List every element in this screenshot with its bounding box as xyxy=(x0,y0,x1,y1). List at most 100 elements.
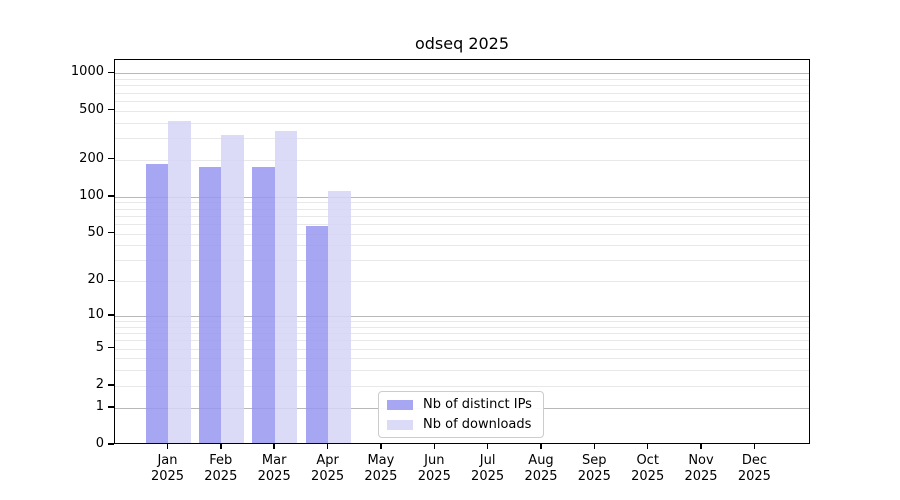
x-tick-label: Jan 2025 xyxy=(136,453,200,485)
minor-gridline xyxy=(115,202,809,204)
legend: Nb of distinct IPs Nb of downloads xyxy=(378,391,544,438)
x-tick-label: Nov 2025 xyxy=(669,453,733,485)
y-tick-label: 500 xyxy=(79,101,104,117)
minor-gridline xyxy=(115,85,809,87)
minor-gridline xyxy=(115,245,809,247)
minor-gridline xyxy=(115,385,809,387)
y-tick-mark xyxy=(107,108,114,111)
bar-nb-of-distinct-ips-feb xyxy=(198,167,222,443)
month-label: Aug xyxy=(528,453,554,468)
bar-nb-of-distinct-ips-apr xyxy=(305,225,329,443)
year-label: 2025 xyxy=(417,469,451,484)
y-tick-label: 20 xyxy=(87,272,104,288)
month-label: Feb xyxy=(209,453,233,468)
year-label: 2025 xyxy=(524,469,558,484)
month-label: May xyxy=(367,453,395,468)
y-tick-mark xyxy=(107,279,114,281)
month-label: Jul xyxy=(479,453,496,468)
minor-gridline xyxy=(115,110,809,112)
year-label: 2025 xyxy=(631,469,665,484)
y-tick-label: 0 xyxy=(95,436,104,451)
x-tick-label: Aug 2025 xyxy=(509,453,573,485)
y-tick-label: 2 xyxy=(95,376,104,392)
x-tick-label: Apr 2025 xyxy=(296,453,360,485)
x-tick-label: Feb 2025 xyxy=(189,453,253,485)
minor-gridline xyxy=(115,100,809,102)
year-label: 2025 xyxy=(364,469,398,484)
minor-gridline xyxy=(115,79,809,80)
month-label: Jan xyxy=(157,453,178,468)
minor-gridline xyxy=(115,215,809,217)
y-tick-label: 100 xyxy=(79,187,104,203)
minor-gridline xyxy=(115,223,809,225)
major-gridline xyxy=(115,196,809,198)
year-label: 2025 xyxy=(257,469,291,484)
year-label: 2025 xyxy=(150,469,185,484)
year-label: 2025 xyxy=(577,469,611,484)
y-tick-mark xyxy=(107,195,114,197)
minor-gridline xyxy=(115,281,809,283)
y-tick-label: 200 xyxy=(79,150,104,166)
x-tick-label: Oct 2025 xyxy=(616,453,680,485)
y-tick-mark xyxy=(107,384,114,386)
bar-nb-of-distinct-ips-jan xyxy=(145,164,168,443)
legend-label-distinct-ips: Nb of distinct IPs xyxy=(423,397,532,412)
month-label: Apr xyxy=(316,453,339,468)
minor-gridline xyxy=(115,92,809,94)
y-tick-label: 50 xyxy=(87,224,104,240)
minor-gridline xyxy=(115,358,809,360)
minor-gridline xyxy=(115,159,809,161)
year-label: 2025 xyxy=(471,469,505,484)
year-label: 2025 xyxy=(737,469,771,484)
x-tick-label: Sep 2025 xyxy=(562,453,626,485)
y-tick-mark xyxy=(107,314,114,316)
y-tick-label: 5 xyxy=(95,339,104,355)
legend-item-downloads: Nb of downloads xyxy=(387,416,543,433)
x-tick-mark xyxy=(540,444,542,449)
x-tick-mark xyxy=(273,444,275,449)
minor-gridline xyxy=(115,348,809,350)
x-tick-mark xyxy=(593,444,595,449)
y-tick-mark xyxy=(107,443,114,445)
major-gridline xyxy=(115,73,809,75)
year-label: 2025 xyxy=(311,469,345,484)
x-tick-mark xyxy=(380,444,382,449)
month-label: Mar xyxy=(261,453,287,468)
minor-gridline xyxy=(115,233,809,235)
y-tick-label: 10 xyxy=(87,307,104,322)
y-tick-mark xyxy=(107,71,114,74)
x-tick-mark xyxy=(433,444,435,449)
x-tick-label: Mar 2025 xyxy=(242,453,306,485)
downloads-swatch-icon xyxy=(387,419,413,430)
month-label: Nov xyxy=(688,453,714,468)
minor-gridline xyxy=(115,138,809,139)
month-label: Sep xyxy=(582,453,607,468)
x-tick-mark xyxy=(486,444,489,449)
bar-nb-of-downloads-mar xyxy=(274,130,298,443)
y-tick-mark xyxy=(107,157,114,160)
minor-gridline xyxy=(115,321,809,323)
x-tick-mark xyxy=(220,444,222,449)
x-tick-label: May 2025 xyxy=(349,453,413,485)
bar-nb-of-downloads-apr xyxy=(328,191,351,443)
month-label: Oct xyxy=(636,453,659,468)
plot-area xyxy=(114,59,810,444)
month-label: Jun xyxy=(424,453,445,468)
legend-item-distinct-ips: Nb of distinct IPs xyxy=(387,396,543,413)
legend-label-downloads: Nb of downloads xyxy=(423,417,532,432)
y-tick-mark xyxy=(107,346,114,349)
bar-nb-of-distinct-ips-mar xyxy=(252,167,275,443)
y-tick-label: 1 xyxy=(95,398,104,414)
minor-gridline xyxy=(115,122,809,124)
bar-nb-of-downloads-feb xyxy=(221,134,244,443)
x-tick-label: Jul 2025 xyxy=(456,453,520,485)
month-label: Dec xyxy=(741,453,767,468)
minor-gridline xyxy=(115,208,809,210)
x-tick-label: Jun 2025 xyxy=(402,453,466,485)
minor-gridline xyxy=(115,370,809,372)
x-tick-mark xyxy=(326,444,329,449)
x-tick-mark xyxy=(753,444,756,449)
bar-nb-of-downloads-jan xyxy=(168,120,191,443)
minor-gridline xyxy=(115,326,809,328)
